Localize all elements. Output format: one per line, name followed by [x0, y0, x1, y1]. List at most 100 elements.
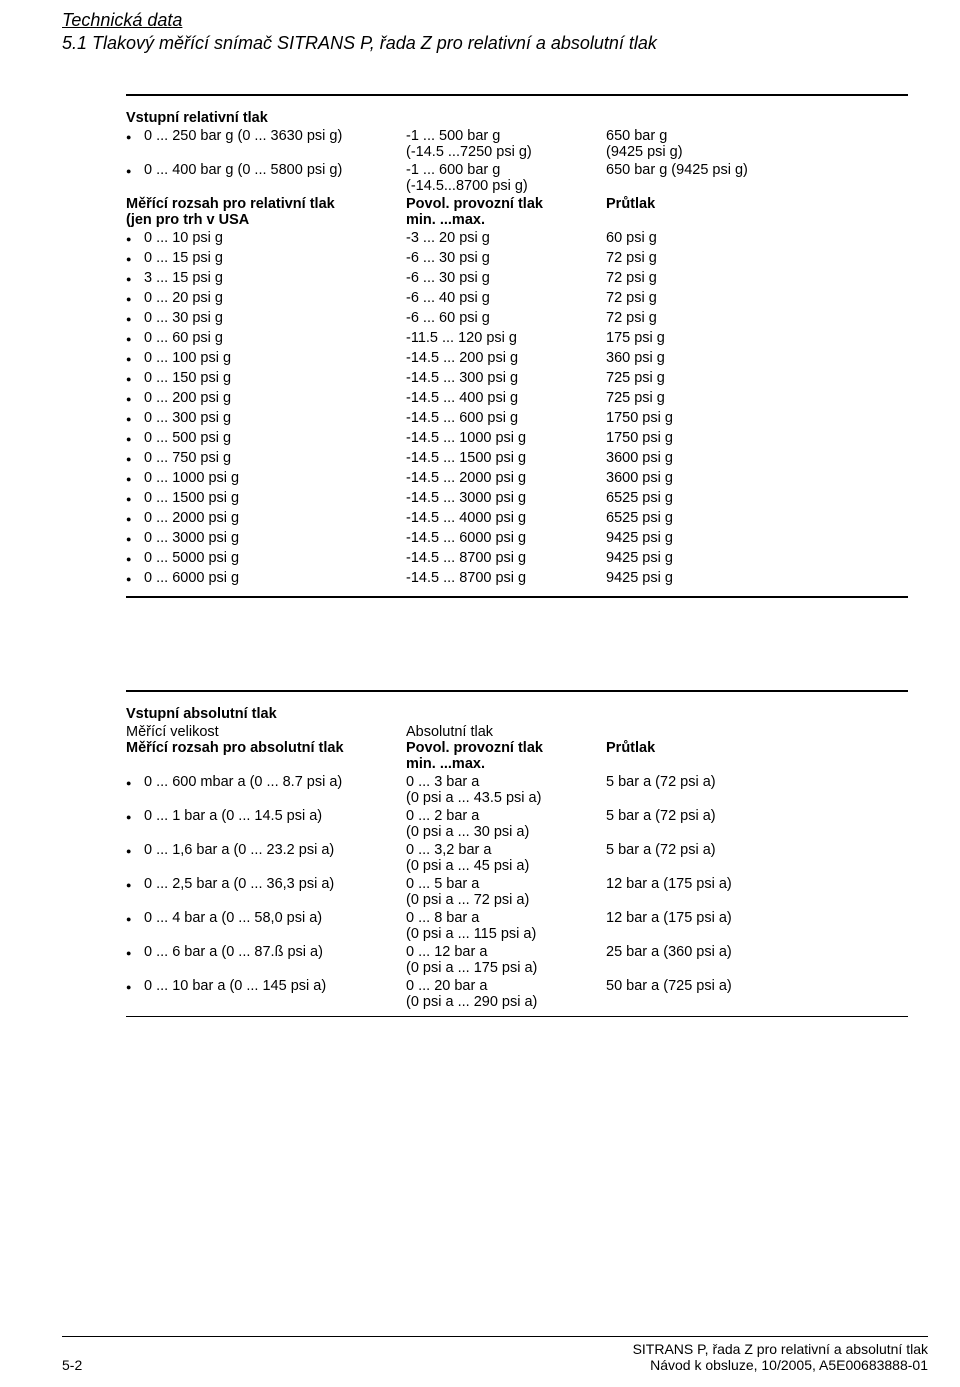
- col1: 0 ... 6000 psi g: [144, 570, 239, 588]
- table-row: ●0 ... 20 psi g-6 ... 40 psi g72 psi g: [126, 290, 908, 308]
- col2: -6 ... 60 psi g: [406, 310, 606, 326]
- bullet-icon: ●: [126, 128, 144, 146]
- bullet-icon: ●: [126, 330, 144, 348]
- bullet-icon: ●: [126, 230, 144, 248]
- col3: 1750 psi g: [606, 410, 908, 426]
- col1: 0 ... 15 psi g: [144, 250, 223, 268]
- bullet-icon: ●: [126, 910, 144, 928]
- sec2-l1: Měřící velikost: [126, 724, 406, 740]
- table-row: ●0 ... 1,6 bar a (0 ... 23.2 psi a)0 ...…: [126, 842, 908, 874]
- col2: -14.5 ... 8700 psi g: [406, 550, 606, 566]
- table-row: ●0 ... 15 psi g-6 ... 30 psi g72 psi g: [126, 250, 908, 268]
- sec2-l2: Měřící rozsah pro absolutní tlak: [126, 740, 344, 756]
- col2: -3 ... 20 psi g: [406, 230, 606, 246]
- col3: 3600 psi g: [606, 470, 908, 486]
- col3: 5 bar a (72 psi a): [606, 842, 908, 858]
- table-row: ●0 ... 3000 psi g -14.5 ... 6000 psi g942…: [126, 530, 908, 548]
- col3: 9425 psi g: [606, 530, 908, 546]
- col1: 0 ... 1000 psi g: [144, 470, 239, 488]
- table-row: ●0 ... 30 psi g-6 ... 60 psi g72 psi g: [126, 310, 908, 328]
- col1: 0 ... 10 psi g: [144, 230, 223, 248]
- bullet-icon: ●: [126, 570, 144, 588]
- bullet-icon: ●: [126, 410, 144, 428]
- table-row: ●0 ... 2000 psi g-14.5 ... 4000 psi g652…: [126, 510, 908, 528]
- col3: 72 psi g: [606, 250, 908, 266]
- col1: 0 ... 3000 psi g: [144, 530, 239, 548]
- section-relative: Vstupní relativní tlak ●0 ... 250 bar g …: [126, 94, 908, 598]
- col1: 0 ... 4 bar a (0 ... 58,0 psi a): [144, 910, 322, 928]
- footer: 5-2 SITRANS P, řada Z pro relativní a ab…: [62, 1336, 928, 1373]
- col3: 50 bar a (725 psi a): [606, 978, 908, 994]
- page-header-title: Technická data: [62, 10, 928, 31]
- table-row: ●0 ... 1000 psi g-14.5 ... 2000 psi g360…: [126, 470, 908, 488]
- sec2-title: Vstupní absolutní tlak: [126, 706, 908, 722]
- col2: -1 ... 600 bar g (-14.5...8700 psi g): [406, 162, 606, 194]
- col2: 0 ... 8 bar a (0 psi a ... 115 psi a): [406, 910, 606, 942]
- col3: 9425 psi g: [606, 550, 908, 566]
- col2: 0 ... 3,2 bar a (0 psi a ... 45 psi a): [406, 842, 606, 874]
- col2: -14.5 ... 6000 psi g: [406, 530, 606, 546]
- col1: 0 ... 6 bar a (0 ... 87.ß psi a): [144, 944, 323, 962]
- col1: 0 ... 20 psi g: [144, 290, 223, 308]
- bullet-icon: ●: [126, 876, 144, 894]
- table-row: ●0 ... 100 psi g-14.5 ... 200 psi g360 p…: [126, 350, 908, 368]
- col2: -6 ... 40 psi g: [406, 290, 606, 306]
- col2: -1 ... 500 bar g (-14.5 ...7250 psi g): [406, 128, 606, 160]
- bullet-icon: ●: [126, 470, 144, 488]
- table-row: ●0 ... 600 mbar a (0 ... 8.7 psi a)0 ...…: [126, 774, 908, 806]
- bullet-icon: ●: [126, 390, 144, 408]
- col2: -11.5 ... 120 psi g: [406, 330, 606, 346]
- bullet-icon: ●: [126, 430, 144, 448]
- col2: -14.5 ... 3000 psi g: [406, 490, 606, 506]
- bullet-icon: ●: [126, 510, 144, 528]
- table-row: ●0 ... 1 bar a (0 ... 14.5 psi a)0 ... 2…: [126, 808, 908, 840]
- col2: 0 ... 2 bar a (0 psi a ... 30 psi a): [406, 808, 606, 840]
- table-row: ●0 ... 150 psi g -14.5 ... 300 psi g725 p…: [126, 370, 908, 388]
- bullet-icon: ●: [126, 370, 144, 388]
- col1: 0 ... 500 psi g: [144, 430, 231, 448]
- bullet-icon: ●: [126, 450, 144, 468]
- col2: -6 ... 30 psi g: [406, 250, 606, 266]
- col1: 0 ... 5000 psi g: [144, 550, 239, 568]
- sec1-sub-h2: Povol. provozní tlak min. ...max.: [406, 196, 543, 228]
- col3: 5 bar a (72 psi a): [606, 774, 908, 790]
- col3: 6525 psi g: [606, 510, 908, 526]
- bullet-icon: ●: [126, 550, 144, 568]
- sec1-sub-h1: Měřící rozsah pro relativní tlak (jen pr…: [126, 196, 335, 228]
- bullet-icon: ●: [126, 944, 144, 962]
- col2: -14.5 ... 600 psi g: [406, 410, 606, 426]
- col3: 72 psi g: [606, 270, 908, 286]
- col2: 0 ... 12 bar a (0 psi a ... 175 psi a): [406, 944, 606, 976]
- col1: 0 ... 1500 psi g: [144, 490, 239, 508]
- col2: -14.5 ... 8700 psi g: [406, 570, 606, 586]
- col3: 72 psi g: [606, 290, 908, 306]
- col3: 650 bar g (9425 psi g): [606, 128, 908, 160]
- table-row: ●3 ... 15 psi g-6 ... 30 psi g72 psi g: [126, 270, 908, 288]
- col1: 0 ... 250 bar g (0 ... 3630 psi g): [144, 128, 342, 146]
- footer-left: 5-2: [62, 1357, 82, 1373]
- col3: 60 psi g: [606, 230, 908, 246]
- col1: 0 ... 100 psi g: [144, 350, 231, 368]
- table-row: ●0 ... 6 bar a (0 ... 87.ß psi a) 0 ... 1…: [126, 944, 908, 976]
- col2: -14.5 ... 4000 psi g: [406, 510, 606, 526]
- bullet-icon: ●: [126, 530, 144, 548]
- section-absolute: Vstupní absolutní tlak Měřící velikost A…: [126, 690, 908, 1017]
- table-row: ●0 ... 10 psi g -3 ... 20 psi g60 psi g: [126, 230, 908, 248]
- col3: 72 psi g: [606, 310, 908, 326]
- col2: 0 ... 20 bar a (0 psi a ... 290 psi a): [406, 978, 606, 1010]
- col3: 650 bar g (9425 psi g): [606, 162, 908, 178]
- table-row: ●0 ... 750 psi g-14.5 ... 1500 psi g3600…: [126, 450, 908, 468]
- col2: -14.5 ... 1000 psi g: [406, 430, 606, 446]
- table-row: ●0 ... 300 psi g -14.5 ... 600 psi g1750 …: [126, 410, 908, 428]
- col2: 0 ... 3 bar a (0 psi a ... 43.5 psi a): [406, 774, 606, 806]
- col1: 0 ... 300 psi g: [144, 410, 231, 428]
- col1: 0 ... 150 psi g: [144, 370, 231, 388]
- col2: -14.5 ... 300 psi g: [406, 370, 606, 386]
- sec2-r2: Povol. provozní tlak min. ...max.: [406, 740, 543, 772]
- col3: 5 bar a (72 psi a): [606, 808, 908, 824]
- col3: 25 bar a (360 psi a): [606, 944, 908, 960]
- col3: 6525 psi g: [606, 490, 908, 506]
- col2: -14.5 ... 1500 psi g: [406, 450, 606, 466]
- col3: 725 psi g: [606, 370, 908, 386]
- page-header-subtitle: 5.1 Tlakový měřící snímač SITRANS P, řad…: [62, 33, 928, 54]
